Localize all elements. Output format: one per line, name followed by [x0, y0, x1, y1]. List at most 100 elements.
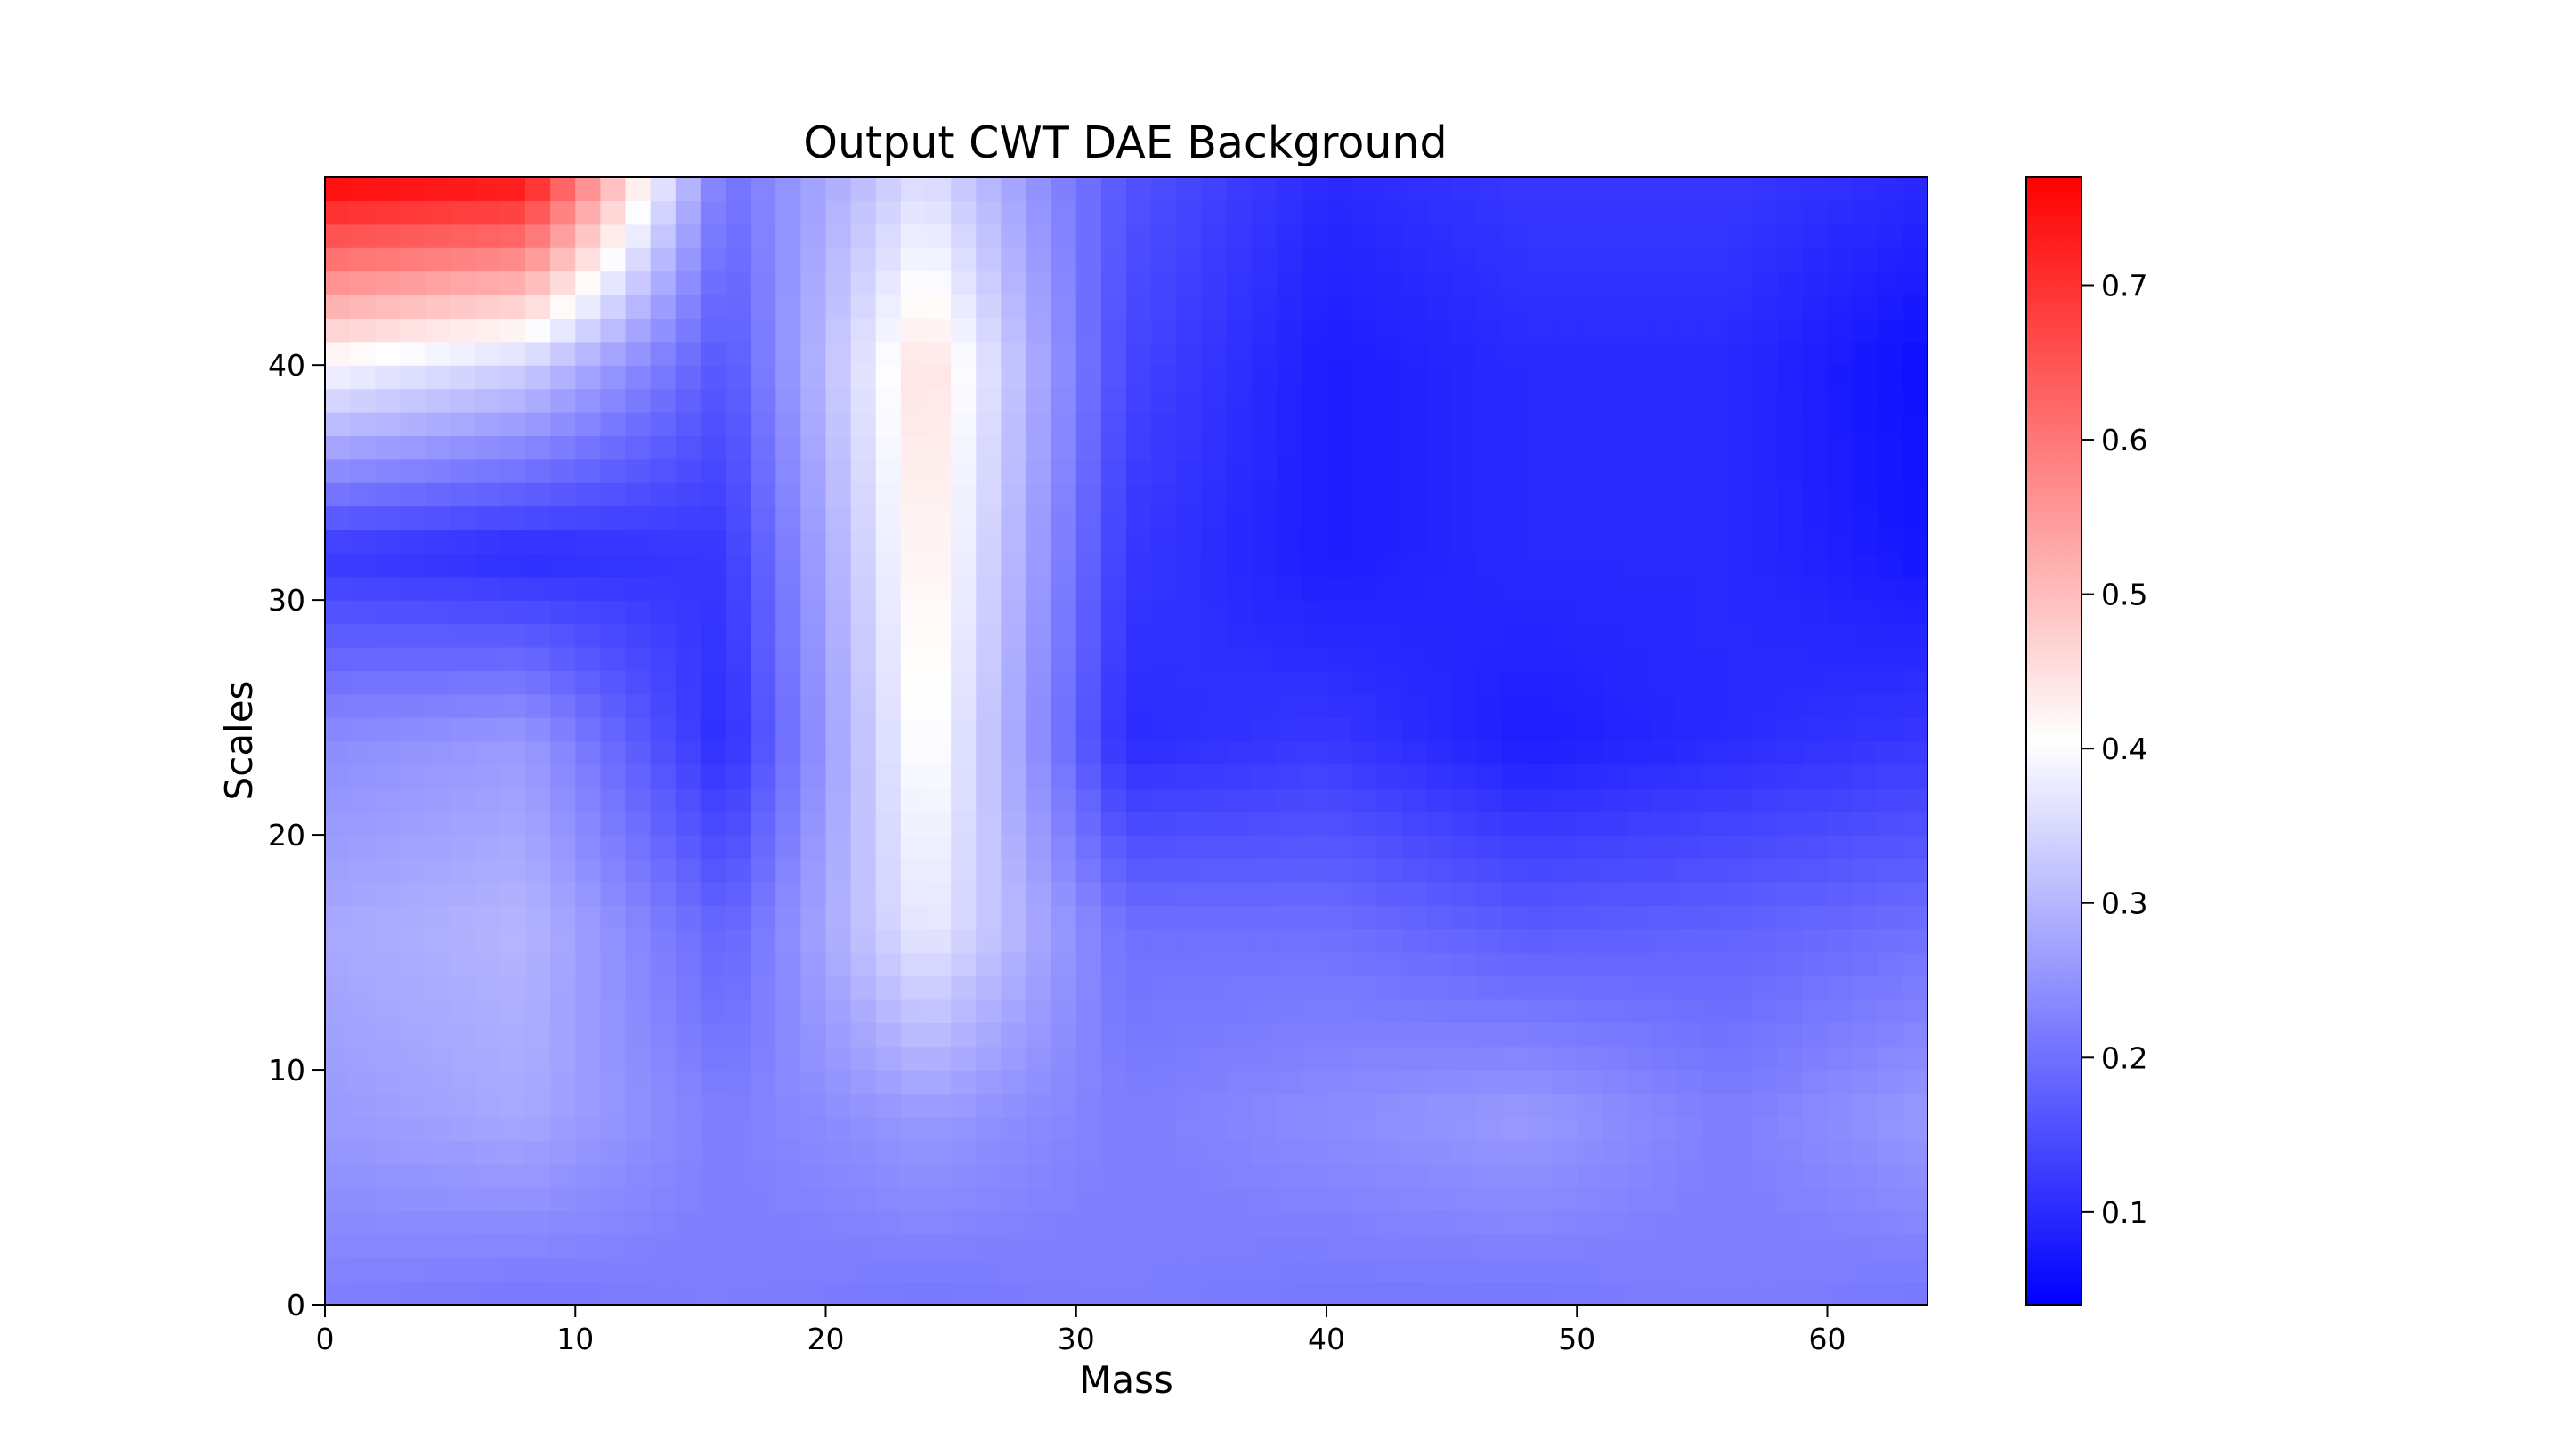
heatmap-cell [1852, 999, 1878, 1023]
heatmap-cell [1251, 1258, 1278, 1282]
heatmap-cell [800, 458, 827, 483]
heatmap-cell [1026, 576, 1052, 601]
heatmap-cell [650, 411, 677, 436]
heatmap-cell [1301, 1210, 1327, 1235]
heatmap-cell [900, 1187, 927, 1212]
heatmap-cell [825, 223, 852, 248]
heatmap-cell [1602, 1187, 1628, 1212]
heatmap-cell [1476, 1140, 1503, 1165]
heatmap-cell [775, 435, 801, 460]
heatmap-cell [1301, 693, 1327, 718]
heatmap-cell [325, 646, 351, 671]
heatmap-cell [1226, 1023, 1253, 1048]
heatmap-cell [1827, 200, 1854, 225]
heatmap-cell [375, 928, 401, 953]
heatmap-cell [1276, 576, 1302, 601]
x-tick-label: 30 [1058, 1322, 1095, 1356]
heatmap-cell [1501, 858, 1528, 883]
heatmap-cell [475, 1023, 501, 1048]
heatmap-cell [400, 365, 426, 390]
heatmap-cell [425, 905, 451, 930]
heatmap-cell [1401, 1046, 1428, 1071]
heatmap-cell [675, 623, 702, 648]
heatmap-cell [350, 318, 376, 343]
heatmap-cell [600, 600, 627, 625]
heatmap-cell [1902, 1116, 1928, 1141]
heatmap-cell [675, 975, 702, 1000]
heatmap-cell [575, 482, 601, 507]
heatmap-cell [775, 788, 801, 813]
heatmap-cell [1151, 693, 1177, 718]
heatmap-cell [1026, 1281, 1052, 1306]
heatmap-cell [1827, 1070, 1854, 1095]
heatmap-cell [525, 670, 551, 695]
heatmap-cell [1627, 600, 1653, 625]
heatmap-cell [1602, 952, 1628, 977]
heatmap-cell [425, 388, 451, 413]
heatmap-cell [1251, 1163, 1278, 1188]
heatmap-cell [1501, 1046, 1528, 1071]
heatmap-cell [1201, 200, 1228, 225]
heatmap-cell [1276, 764, 1302, 789]
heatmap-cell [1327, 411, 1352, 436]
heatmap-cell [375, 788, 401, 813]
heatmap-cell [1026, 764, 1052, 789]
heatmap-cell [1701, 1070, 1728, 1095]
heatmap-cell [700, 529, 726, 554]
heatmap-cell [1501, 1258, 1528, 1282]
heatmap-cell [1351, 717, 1377, 742]
heatmap-cell [1276, 1116, 1302, 1141]
heatmap-cell [1877, 388, 1903, 413]
heatmap-cell [1151, 341, 1177, 366]
heatmap-cell [1376, 1070, 1402, 1095]
heatmap-cell [1201, 1070, 1228, 1095]
heatmap-cell [1902, 365, 1928, 390]
heatmap-cell [625, 271, 652, 295]
y-tick-label: 20 [268, 818, 305, 853]
heatmap-cell [550, 341, 576, 366]
heatmap-cell [1651, 764, 1678, 789]
heatmap-cell [726, 529, 751, 554]
x-tick-label: 40 [1308, 1322, 1345, 1356]
heatmap-cell [875, 646, 902, 671]
heatmap-cell [450, 1210, 476, 1235]
heatmap-cell [425, 764, 451, 789]
heatmap-cell [1276, 294, 1302, 319]
heatmap-cell [1701, 576, 1728, 601]
heatmap-cell [1075, 365, 1102, 390]
heatmap-cell [1176, 576, 1202, 601]
heatmap-cell [1026, 553, 1052, 578]
heatmap-cell [575, 177, 601, 201]
heatmap-cell [499, 506, 526, 530]
heatmap-cell [775, 905, 801, 930]
heatmap-cell [1201, 928, 1228, 953]
heatmap-cell [1676, 623, 1703, 648]
heatmap-cell [625, 223, 652, 248]
heatmap-cell [400, 223, 426, 248]
heatmap-cell [1100, 811, 1127, 836]
heatmap-cell [1476, 223, 1503, 248]
heatmap-cell [1051, 905, 1077, 930]
heatmap-cell [1426, 458, 1453, 483]
heatmap-cell [1176, 764, 1202, 789]
heatmap-cell [1327, 458, 1352, 483]
heatmap-cell [1727, 1070, 1753, 1095]
heatmap-cell [1151, 482, 1177, 507]
heatmap-cell [1351, 858, 1377, 883]
heatmap-cell [1752, 600, 1778, 625]
heatmap-cell [1251, 200, 1278, 225]
heatmap-cell [1627, 811, 1653, 836]
heatmap-cell [675, 905, 702, 930]
heatmap-cell [1426, 693, 1453, 718]
heatmap-cell [1075, 646, 1102, 671]
heatmap-cell [325, 318, 351, 343]
heatmap-cell [1327, 318, 1352, 343]
heatmap-cell [1802, 318, 1829, 343]
heatmap-cell [1627, 1093, 1653, 1118]
heatmap-cell [625, 506, 652, 530]
heatmap-cell [1827, 223, 1854, 248]
heatmap-cell [425, 1023, 451, 1048]
heatmap-cell [575, 200, 601, 225]
heatmap-cell [575, 271, 601, 295]
heatmap-cell [1451, 835, 1478, 860]
